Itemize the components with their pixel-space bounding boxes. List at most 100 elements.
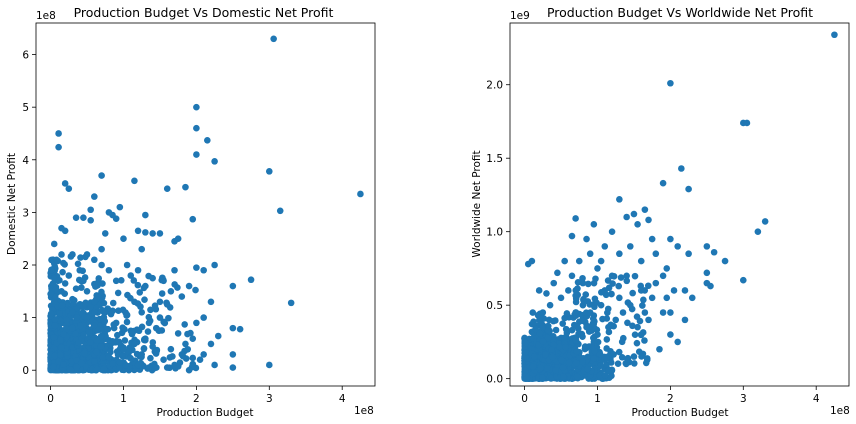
data-point — [51, 352, 59, 360]
data-point — [77, 254, 84, 261]
data-point — [618, 354, 626, 361]
data-point — [131, 340, 138, 348]
data-point — [659, 309, 667, 316]
data-point — [83, 314, 91, 321]
data-point — [626, 243, 634, 250]
data-point — [529, 363, 537, 371]
data-point — [532, 325, 539, 333]
data-point — [624, 319, 631, 327]
data-point — [192, 286, 199, 294]
data-point — [535, 287, 543, 294]
data-point — [60, 330, 67, 338]
data-point — [163, 301, 171, 308]
data-point — [619, 309, 627, 316]
data-point — [601, 372, 609, 380]
data-point — [685, 185, 692, 193]
data-point — [617, 274, 625, 281]
y-ticks: 0 1 2 3 4 5 6 — [22, 50, 36, 377]
data-point — [667, 235, 674, 243]
x-ticks: 0 1 2 3 4 — [521, 386, 820, 405]
data-point — [659, 272, 667, 280]
data-point — [579, 358, 586, 366]
x-tick-label: 3 — [740, 393, 747, 405]
data-point — [134, 266, 142, 274]
x-tick-label: 0 — [47, 393, 54, 405]
y-axis-label: Domestic Net Profit — [6, 153, 18, 255]
data-point — [565, 287, 572, 294]
data-point — [549, 353, 557, 361]
data-point — [641, 309, 649, 316]
data-point — [112, 277, 120, 285]
data-point — [573, 348, 581, 355]
data-point — [608, 272, 616, 280]
data-point — [550, 317, 557, 325]
data-point — [48, 266, 55, 274]
x-tick-label: 1 — [594, 393, 601, 405]
data-point — [54, 257, 62, 265]
data-point — [616, 196, 623, 203]
data-point — [601, 243, 609, 250]
data-point — [663, 265, 671, 272]
data-point — [572, 337, 580, 344]
data-point — [75, 339, 83, 347]
data-point — [634, 323, 641, 331]
data-point — [637, 287, 645, 294]
data-point — [559, 364, 567, 372]
data-point — [572, 215, 579, 222]
data-point — [605, 367, 612, 375]
data-point — [523, 374, 531, 382]
data-point — [229, 324, 237, 332]
data-point — [572, 309, 579, 316]
data-point — [590, 320, 598, 328]
data-point — [211, 361, 218, 369]
data-point — [93, 365, 101, 373]
data-point — [739, 276, 747, 284]
chart-title: Production Budget Vs Worldwide Net Profi… — [547, 5, 813, 20]
data-point — [91, 193, 98, 200]
data-point — [80, 331, 87, 339]
scatter-points — [47, 35, 364, 374]
data-point — [614, 360, 622, 368]
data-point — [114, 331, 121, 339]
data-point — [50, 274, 58, 282]
data-point — [91, 309, 98, 316]
data-point — [65, 272, 73, 279]
data-point — [138, 309, 146, 316]
data-point — [211, 261, 218, 269]
data-point — [98, 245, 105, 253]
x-tick-label: 1 — [120, 393, 127, 405]
data-point — [142, 211, 149, 219]
data-point — [644, 282, 652, 290]
data-point — [156, 230, 164, 237]
data-point — [69, 295, 76, 303]
data-point — [200, 266, 207, 274]
data-point — [131, 298, 138, 306]
data-point — [559, 320, 567, 327]
data-point — [189, 215, 197, 223]
data-point — [182, 355, 190, 362]
data-point — [200, 314, 207, 321]
data-point — [91, 298, 98, 306]
data-point — [193, 264, 200, 271]
data-point — [710, 248, 718, 256]
data-point — [147, 354, 154, 362]
data-point — [193, 103, 200, 111]
data-point — [604, 305, 612, 313]
data-point — [522, 339, 530, 347]
data-point — [247, 276, 255, 284]
x-offset-label: 1e8 — [830, 405, 850, 417]
data-point — [83, 288, 91, 295]
data-point — [357, 190, 364, 198]
data-point — [166, 354, 174, 361]
data-point — [633, 339, 641, 347]
data-point — [556, 343, 563, 351]
data-point — [120, 235, 127, 242]
data-point — [681, 287, 689, 294]
y-tick-label: 3 — [22, 207, 29, 219]
data-point — [528, 257, 536, 265]
data-point — [56, 310, 63, 317]
data-point — [193, 124, 200, 132]
data-point — [61, 227, 69, 235]
data-point — [61, 180, 69, 187]
data-point — [101, 309, 109, 316]
